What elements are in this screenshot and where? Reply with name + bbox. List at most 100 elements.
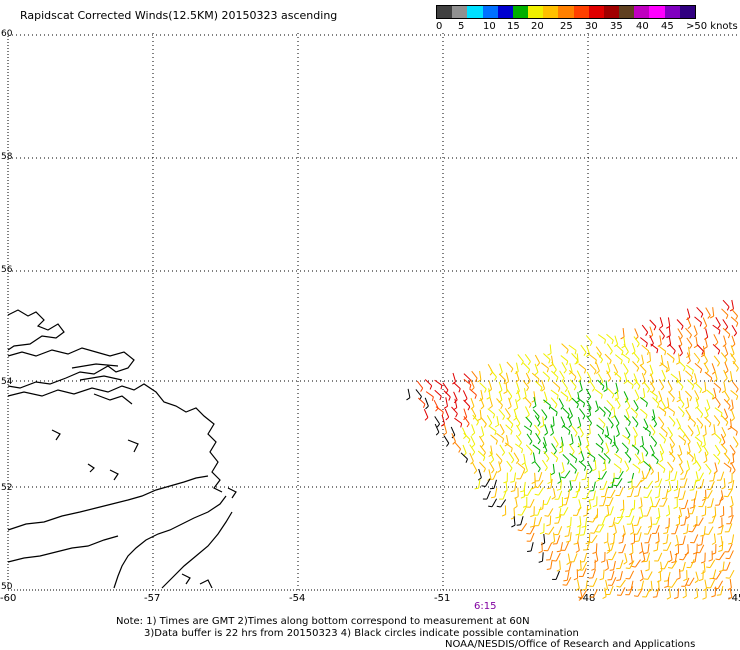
wind-barb-flag [583,514,588,517]
wind-barb-flag [436,423,441,428]
wind-barb [686,397,690,407]
wind-barb [637,487,641,497]
wind-barb [524,406,530,415]
wind-barb [658,378,665,388]
wind-barb [490,445,493,455]
wind-barb [731,399,734,409]
wind-barb [541,409,548,418]
wind-barb-flag [635,423,639,428]
wind-barb [622,363,629,372]
wind-barb [703,526,706,536]
wind-barb-flag [555,412,558,417]
wind-barb [694,373,698,383]
wind-barb [640,497,643,507]
wind-barb-flag [587,541,593,544]
wind-barb-flag [618,377,622,382]
wind-barb [619,579,626,588]
wind-barb [667,461,674,470]
wind-barb [657,462,666,470]
wind-barb [534,363,539,373]
wind-barb [714,462,718,472]
wind-barb-flag [534,486,539,489]
wind-barb [634,435,637,445]
wind-barb [486,414,493,424]
wind-barb [642,388,646,398]
wind-barb [549,344,552,354]
wind-barb [696,406,704,415]
wind-barb-flag [709,315,714,319]
colorbar-swatch [543,6,559,18]
wind-barb [543,436,547,446]
wind-barb [524,354,531,362]
wind-barb [696,441,702,451]
wind-barb [515,399,519,409]
wind-barb-flag [706,407,711,411]
wind-barb-flag [578,389,583,393]
wind-barb [521,523,528,531]
wind-barb-flag [538,550,543,554]
wind-barb-flag [470,387,475,391]
wind-barb [529,498,535,508]
wind-barb-flag [721,486,726,490]
wind-barb-flag [729,407,734,411]
wind-barb [557,514,562,524]
wind-barb-flag [544,467,548,472]
wind-barb [637,588,643,597]
wind-barb [560,542,563,552]
wind-barb [604,434,613,441]
wind-barb [424,379,433,387]
wind-barb-flag [621,351,624,356]
wind-barb [585,335,593,343]
wind-barb [506,388,513,397]
wind-barb [711,363,716,372]
wind-barb-flag [645,569,650,572]
wind-barb-flag [681,403,685,408]
wind-barb [729,569,735,579]
wind-barb [435,406,444,413]
wind-barb [633,373,638,382]
wind-barb-flag [546,524,551,527]
wind-barb-flag [679,558,684,561]
wind-barb-flag [667,586,672,588]
wind-barb [668,588,671,598]
wind-barb [722,319,729,328]
wind-barb [571,425,578,434]
wind-barb-flag [601,448,604,453]
wind-barb-flag [516,398,521,402]
wind-barb [606,426,610,436]
colorbar-label: 45 [661,21,674,32]
wind-barb-flag [683,578,688,582]
wind-barb-flag [573,542,578,545]
wind-barb-flag [574,361,579,365]
wind-barb [489,397,493,407]
wind-barb [703,436,706,446]
wind-barb [592,589,598,598]
wind-barb [578,363,587,370]
wind-barb-flag [606,370,611,375]
wind-barb-flag [470,460,474,465]
wind-barb-flag [659,325,664,329]
wind-barb-flag [714,341,719,346]
wind-barb-flag [651,388,656,393]
wind-barb [614,354,623,361]
wind-barb [677,588,680,598]
wind-barb-flag [537,431,541,436]
wind-barb-flag [589,490,594,492]
wind-barb-flag [538,450,541,455]
wind-barb [639,397,648,404]
wind-barb [640,542,644,552]
colorbar-swatch [467,6,483,18]
wind-barb [685,327,692,336]
wind-barb-flag [668,559,673,563]
wind-barb [714,506,717,516]
wind-barb-flag [616,585,621,588]
wind-barb [695,336,698,346]
wind-barb [605,380,608,390]
wind-barb-flag [639,578,644,582]
wind-barb [684,515,687,525]
wind-barb-flag [649,505,654,509]
wind-barb [569,453,578,460]
wind-barb-flag [538,560,543,563]
wind-barb [712,344,721,351]
wind-barb-flag [477,477,482,481]
